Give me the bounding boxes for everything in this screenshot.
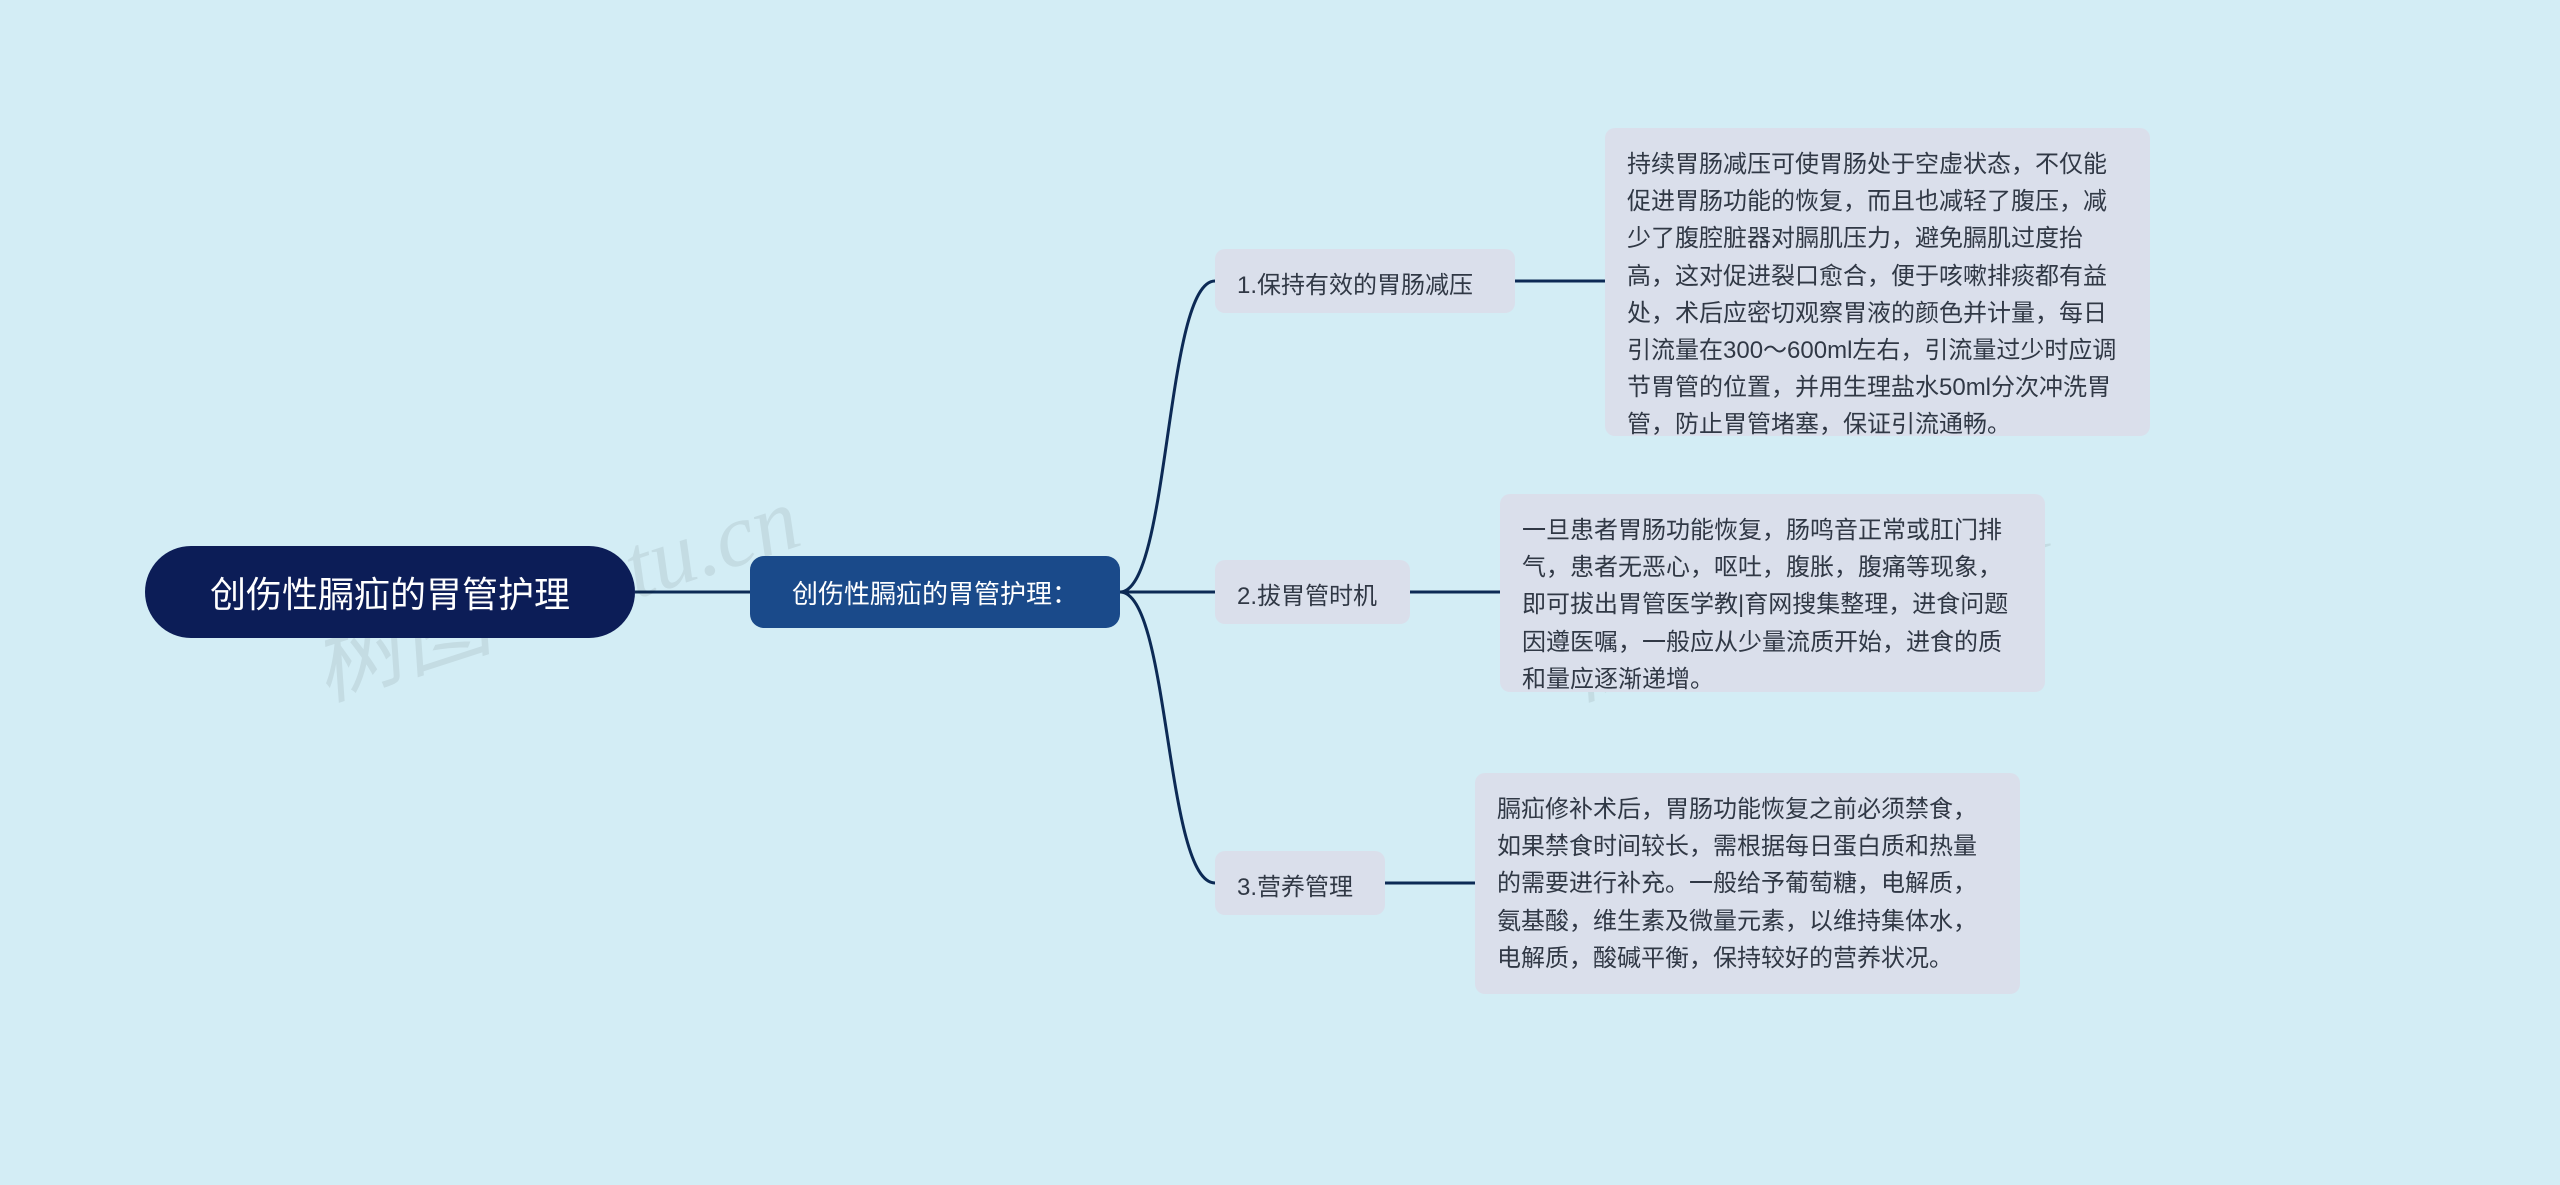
mindmap-root: 创伤性膈疝的胃管护理: [145, 546, 635, 638]
branch-detail-1: 持续胃肠减压可使胃肠处于空虚状态，不仅能促进胃肠功能的恢复，而且也减轻了腹压，减…: [1605, 128, 2150, 436]
branch-label-2: 2.拔胃管时机: [1215, 560, 1410, 624]
branch-detail-3: 膈疝修补术后，胃肠功能恢复之前必须禁食，如果禁食时间较长，需根据每日蛋白质和热量…: [1475, 773, 2020, 994]
mindmap-level1: 创伤性膈疝的胃管护理：: [750, 556, 1120, 628]
branch-detail-2: 一旦患者胃肠功能恢复，肠鸣音正常或肛门排气，患者无恶心，呕吐，腹胀，腹痛等现象，…: [1500, 494, 2045, 692]
branch-label-3: 3.营养管理: [1215, 851, 1385, 915]
branch-label-1: 1.保持有效的胃肠减压: [1215, 249, 1515, 313]
